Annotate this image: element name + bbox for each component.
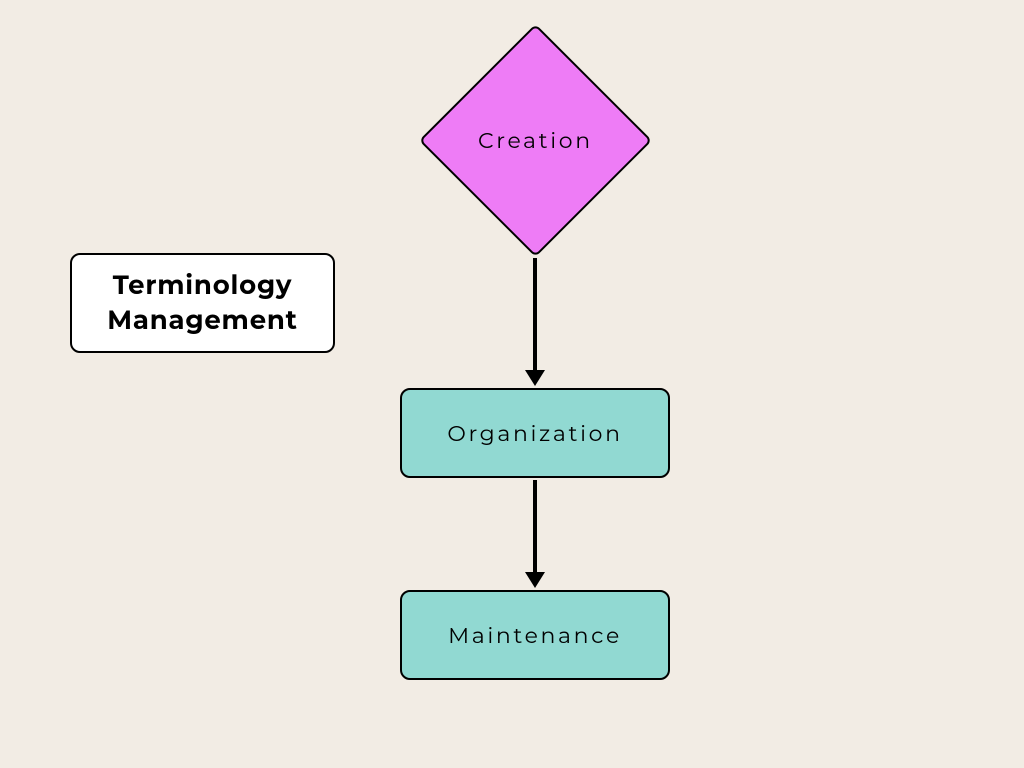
arrow-head-icon xyxy=(525,572,545,588)
title-box: Terminology Management xyxy=(70,253,335,353)
node-creation: Creation xyxy=(453,58,618,223)
arrow-shaft xyxy=(533,258,537,372)
node-creation-label: Creation xyxy=(478,127,593,154)
edge-organization-to-maintenance xyxy=(525,480,545,588)
node-organization-label: Organization xyxy=(447,420,622,447)
arrow-shaft xyxy=(533,480,537,574)
diagram-canvas: Terminology Management Creation Organiza… xyxy=(0,0,1024,768)
node-maintenance: Maintenance xyxy=(400,590,670,680)
arrow-head-icon xyxy=(525,370,545,386)
edge-creation-to-organization xyxy=(525,258,545,386)
title-line-2: Management xyxy=(107,303,297,338)
title-line-1: Terminology xyxy=(107,268,297,303)
node-maintenance-label: Maintenance xyxy=(448,622,622,649)
node-organization: Organization xyxy=(400,388,670,478)
diamond-shape: Creation xyxy=(418,23,651,256)
